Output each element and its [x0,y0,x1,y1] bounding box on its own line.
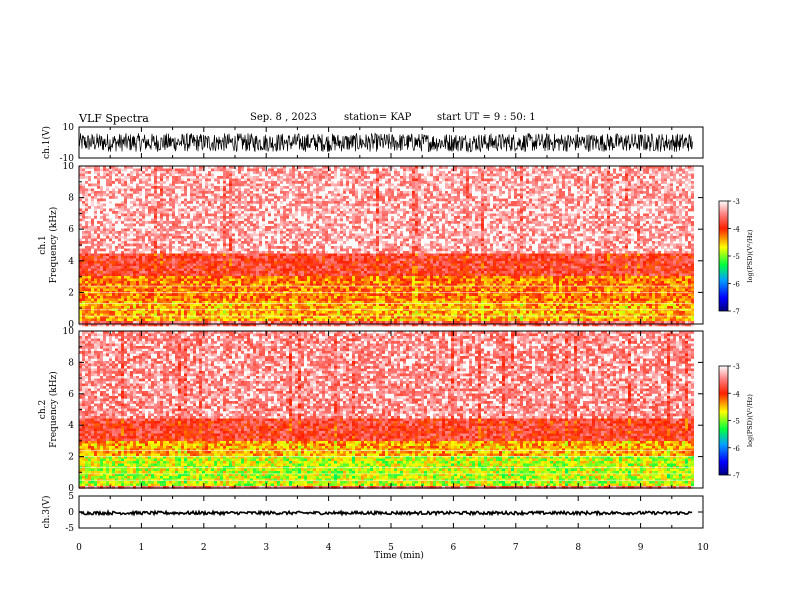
spectrogram-ch2-ylabel: ch.2 [38,400,48,419]
spectrogram-ch2-ytick-label: 4 [68,421,74,431]
waveform-ch3-ytick-label: 0 [68,508,74,518]
waveform-ch3-ytick-label: 5 [68,492,74,502]
spectrogram-ch1-ylabel: Frequency (kHz) [48,207,59,284]
waveform-ch3-ylabel: ch.3(V) [41,496,52,529]
x-tick-label: 9 [638,543,644,553]
spectrogram-ch1-ytick-label: 8 [68,194,74,204]
spectrogram-ch1-ytick-label: 2 [68,288,74,298]
spectrogram-ch1-image [79,166,703,326]
vlf-figure: 10-10ch.1(V)0246810ch.1 Frequency (kHz)02… [0,0,792,612]
x-tick-label: 2 [201,543,207,553]
x-tick-label: 8 [575,543,581,553]
x-tick-label: 6 [451,543,457,553]
waveform-ch1-ytick-label: 10 [63,123,75,133]
spectrogram-ch1-ytick-label: 6 [68,225,74,235]
waveform-ch1-ylabel: ch.1(V) [41,126,52,159]
spectrogram-ch2-image [79,331,703,489]
waveform-ch3-trace [79,511,692,514]
x-tick-label: 4 [326,543,332,553]
spectrogram-ch1-ylabel: ch.1 [38,235,48,254]
x-tick-label: 1 [139,543,145,553]
spectrogram-ch2-ytick-label: 2 [68,453,74,463]
spectrogram-ch2-ytick-label: 6 [68,390,74,400]
waveform-ch3-ytick-label: -5 [65,524,74,534]
spectrogram-ch2-colorbar-label: log(PSD)(V²/Hz) [746,394,754,447]
spectrogram-ch2-colorbar [719,366,728,475]
x-axis-label: Time (min) [374,550,424,561]
spectrogram-ch2-colorbar-tick-label: -7 [733,472,740,480]
spectrogram-ch2-colorbar-tick-label: -6 [733,445,740,453]
x-tick-label: 3 [263,543,269,553]
spectrogram-ch1-ytick-label: 4 [68,257,74,267]
spectrogram-ch2-ylabel: Frequency (kHz) [48,371,59,448]
x-tick-label: 0 [76,543,82,553]
spectrogram-ch2-colorbar-tick-label: -3 [733,363,740,371]
spectrogram-ch1-colorbar-tick-label: -4 [733,226,740,234]
waveform-ch1-trace [79,133,693,152]
spectrogram-ch1-colorbar-tick-label: -3 [733,198,740,206]
spectrogram-ch2-colorbar-tick-label: -5 [733,418,740,426]
spectrogram-ch1-colorbar-label: log(PSD)(V²/Hz) [746,229,754,282]
spectrogram-ch1-colorbar-tick-label: -5 [733,253,740,261]
spectrogram-ch1-colorbar [719,201,728,311]
spectrogram-ch1-ytick-label: 10 [63,162,75,172]
spectrogram-ch1-colorbar-tick-label: -6 [733,281,740,289]
spectrogram-ch1-colorbar-tick-label: -7 [733,308,740,316]
spectrogram-ch2-colorbar-tick-label: -4 [733,390,740,398]
spectrogram-ch2-ytick-label: 10 [63,327,75,337]
spectrogram-ch2-ytick-label: 8 [68,358,74,368]
x-tick-label: 7 [513,543,519,553]
x-tick-label: 10 [697,543,709,553]
